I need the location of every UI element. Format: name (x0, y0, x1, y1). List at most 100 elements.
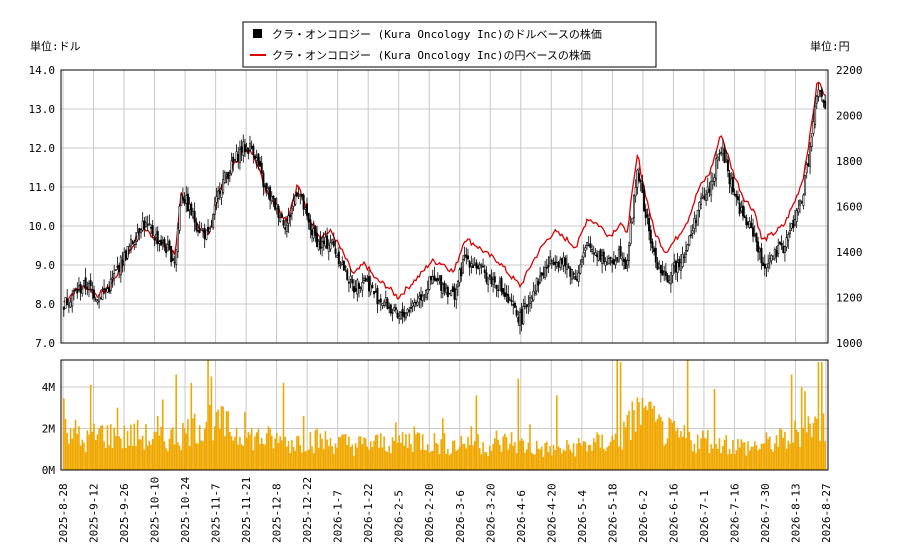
volume-bar (656, 418, 659, 470)
candle-body (567, 265, 570, 268)
candle-body (586, 242, 589, 246)
volume-bar (76, 433, 79, 470)
volume-bar (545, 441, 548, 470)
volume-bar (712, 448, 714, 470)
candle-body (788, 230, 791, 235)
candle-body (547, 264, 550, 268)
candle-body (399, 312, 402, 320)
x-tick-label: 2025-10-24 (179, 476, 192, 543)
candle-body (180, 194, 183, 206)
candle-body (426, 289, 429, 294)
volume-bar (217, 409, 219, 470)
candle-body (622, 258, 625, 263)
volume-bar (260, 437, 263, 470)
volume-bar (725, 435, 728, 470)
candle-body (294, 195, 297, 205)
candle-body (574, 276, 577, 280)
candle-body (812, 121, 815, 134)
volume-bar (163, 441, 166, 470)
volume-bar (475, 395, 478, 470)
volume-bar (582, 441, 585, 470)
candle-body (76, 289, 79, 294)
candle-body (478, 264, 481, 269)
candle-body (198, 229, 201, 233)
volume-bar (78, 426, 80, 470)
candle-body (386, 298, 389, 309)
candle-body (275, 203, 278, 209)
volume-bar (703, 437, 706, 470)
volume-bar (810, 436, 813, 470)
candle-body (119, 256, 122, 276)
candle-body (213, 204, 216, 215)
candle-body (701, 195, 704, 198)
volume-bar (705, 438, 707, 470)
candle-body (237, 154, 240, 162)
volume-bar (706, 429, 709, 470)
volume-bar (720, 453, 722, 470)
candle-body (312, 228, 315, 239)
candle-body (418, 295, 421, 299)
volume-bar (207, 360, 209, 470)
candle-body (736, 196, 739, 201)
volume-bar (681, 436, 684, 470)
volume-bar (371, 446, 374, 470)
left-tick-label: 11.0 (29, 181, 56, 194)
volume-bar (460, 435, 463, 470)
candle-body (691, 230, 694, 234)
candle-body (518, 312, 521, 326)
candle-body (420, 294, 423, 301)
volume-bar (821, 362, 823, 470)
candle-body (508, 299, 511, 301)
volume-bar (185, 433, 188, 470)
candle-body (245, 147, 248, 150)
candle-body (577, 272, 580, 282)
volume-bar (279, 436, 281, 470)
candle-body (555, 262, 558, 268)
volume-bar (197, 443, 199, 470)
volume-bar (794, 420, 796, 470)
volume-bar (81, 439, 84, 470)
volume-bar (559, 448, 562, 470)
volume-bar (381, 447, 384, 470)
candle-body (363, 277, 366, 281)
volume-bar (800, 386, 803, 470)
candle-body (443, 282, 446, 292)
volume-bar (153, 431, 156, 470)
volume-bar (567, 444, 570, 470)
volume-bar (738, 447, 741, 470)
candle-body (250, 146, 253, 149)
candle-body (631, 217, 634, 223)
candle-body (592, 252, 595, 255)
candle-body (394, 307, 397, 311)
volume-bar (215, 411, 218, 470)
candle-body (487, 277, 490, 285)
candle-body (520, 309, 523, 325)
candle-body (690, 234, 693, 236)
volume-bar (556, 395, 558, 470)
candle-body (750, 222, 753, 228)
candle-body (128, 246, 131, 250)
volume-bar (240, 444, 243, 470)
volume-bar (118, 436, 120, 470)
candle-body (765, 263, 768, 269)
candle-body (634, 186, 637, 197)
volume-bar (316, 428, 318, 470)
candle-body (575, 279, 578, 281)
candle-body (62, 306, 65, 310)
candle-body (185, 195, 188, 204)
price-plot-frame (60, 69, 829, 344)
candle-body (663, 271, 666, 274)
volume-bar (772, 451, 774, 470)
candle-body (284, 227, 287, 230)
candle-body (254, 155, 257, 160)
volume-bar (792, 442, 795, 470)
candle-body (72, 290, 75, 293)
volume-bar (336, 447, 338, 470)
left-tick-label: 9.0 (35, 259, 55, 272)
candle-body (440, 275, 443, 291)
volume-bar (701, 430, 704, 470)
volume-bar (200, 440, 203, 470)
volume-bar (255, 432, 258, 470)
candle-body (653, 248, 656, 252)
